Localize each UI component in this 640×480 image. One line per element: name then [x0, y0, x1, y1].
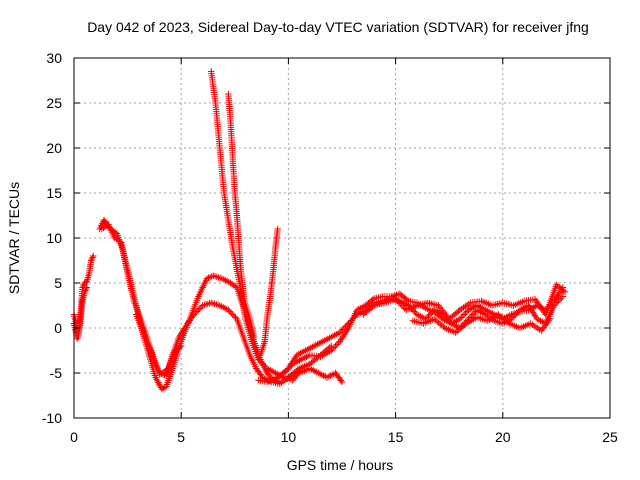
series-markers — [133, 311, 185, 378]
axis-ticks: 0 5 10 15 20 25 -10 -5 0 5 10 15 20 25 30 — [42, 50, 618, 445]
y-axis-label: SDTVAR / TECUs — [6, 182, 22, 294]
series-markers — [285, 365, 346, 386]
y-tick-label: 30 — [46, 50, 62, 66]
series-arc-g — [225, 90, 258, 341]
y-tick-label: 20 — [46, 140, 62, 156]
y-tick-label: 0 — [54, 320, 62, 336]
series-arc-j — [285, 365, 346, 386]
x-tick-label: 0 — [70, 429, 78, 445]
series-markers — [360, 281, 569, 323]
data-marks — [70, 68, 569, 393]
x-tick-label: 5 — [177, 429, 185, 445]
y-tick-label: -10 — [42, 410, 62, 426]
series-markers — [225, 90, 258, 341]
x-axis-label: GPS time / hours — [287, 457, 394, 473]
series-markers — [409, 311, 554, 336]
x-tick-label: 15 — [388, 429, 404, 445]
series-markers — [280, 290, 567, 377]
y-tick-label: 25 — [46, 95, 62, 111]
y-tick-label: 10 — [46, 230, 62, 246]
series-arc-e — [133, 311, 185, 378]
x-tick-label: 10 — [281, 429, 297, 445]
y-tick-label: 5 — [54, 275, 62, 291]
series-arc-k — [280, 290, 567, 377]
y-tick-label: 15 — [46, 185, 62, 201]
series-markers — [257, 225, 281, 359]
series-arc-h — [257, 225, 281, 359]
series-arc-l — [360, 281, 569, 323]
series-arc-m — [409, 311, 554, 336]
x-tick-label: 20 — [495, 429, 511, 445]
x-tick-label: 25 — [602, 429, 618, 445]
y-tick-label: -5 — [50, 365, 63, 381]
chart-title: Day 042 of 2023, Sidereal Day-to-day VTE… — [87, 19, 589, 35]
